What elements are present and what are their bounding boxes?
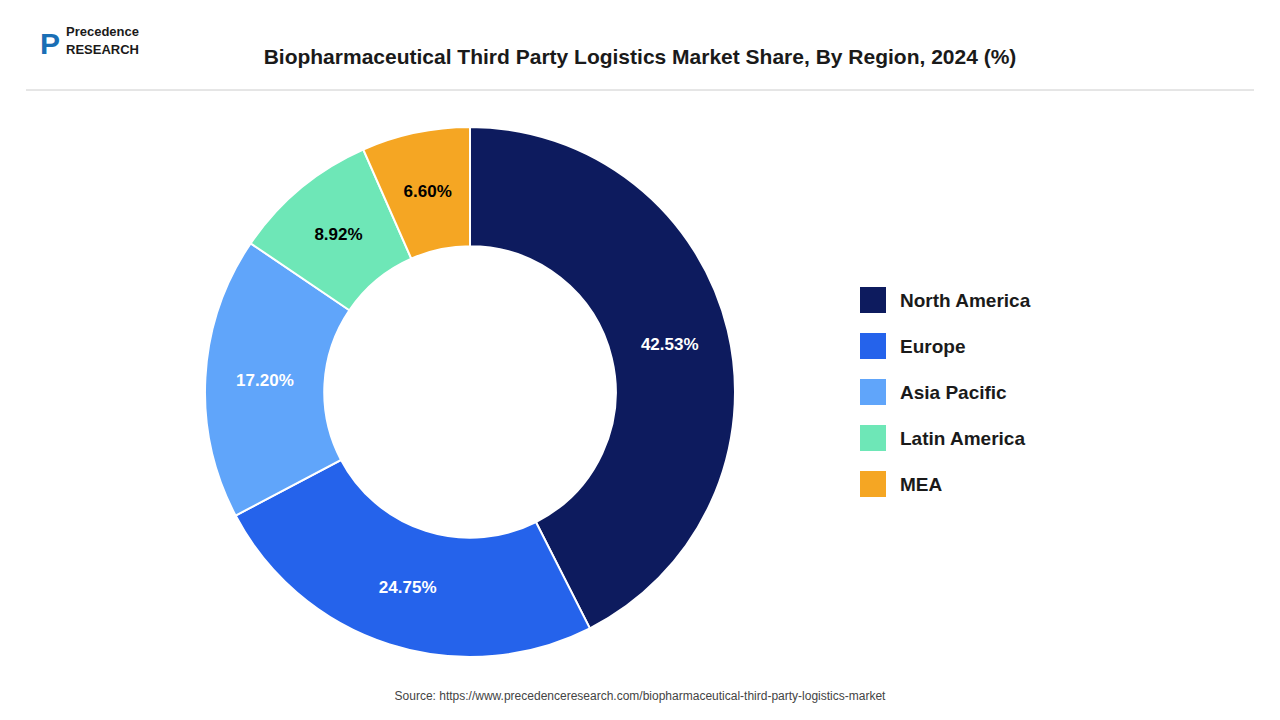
data-label: 42.53% <box>641 335 699 354</box>
logo-text: Precedence <box>66 24 139 39</box>
data-label: 6.60% <box>404 182 452 201</box>
legend-label: Europe <box>900 336 965 357</box>
data-label: 24.75% <box>379 578 437 597</box>
divider <box>26 90 1254 91</box>
data-label: 8.92% <box>314 225 362 244</box>
data-label: 17.20% <box>236 371 294 390</box>
chart-container: P Precedence RESEARCH Biopharmaceutical Thi… <box>0 0 1280 720</box>
slice-labels: 42.53% 24.75% 17.20% 8.92% 6.60% <box>236 182 698 598</box>
donut-slice <box>236 460 590 657</box>
legend-label: Latin America <box>900 428 1025 449</box>
legend-swatch <box>860 287 886 313</box>
legend-swatch <box>860 471 886 497</box>
logo-mark: P <box>40 27 60 60</box>
legend-label: MEA <box>900 474 943 495</box>
legend: North America Europe Asia Pacific Latin Ame… <box>860 287 1031 497</box>
donut-slice <box>363 127 470 259</box>
chart-svg: P Precedence RESEARCH Biopharmaceutical Thi… <box>0 0 1280 720</box>
legend-label: Asia Pacific <box>900 382 1007 403</box>
legend-swatch <box>860 333 886 359</box>
legend-swatch <box>860 425 886 451</box>
source-text: Source: https://www.precedenceresearch.c… <box>395 689 887 703</box>
logo-text: RESEARCH <box>66 42 139 57</box>
chart-title: Biopharmaceutical Third Party Logistics … <box>264 45 1017 68</box>
legend-label: North America <box>900 290 1031 311</box>
slices <box>205 127 735 657</box>
background <box>0 0 1280 720</box>
legend-swatch <box>860 379 886 405</box>
